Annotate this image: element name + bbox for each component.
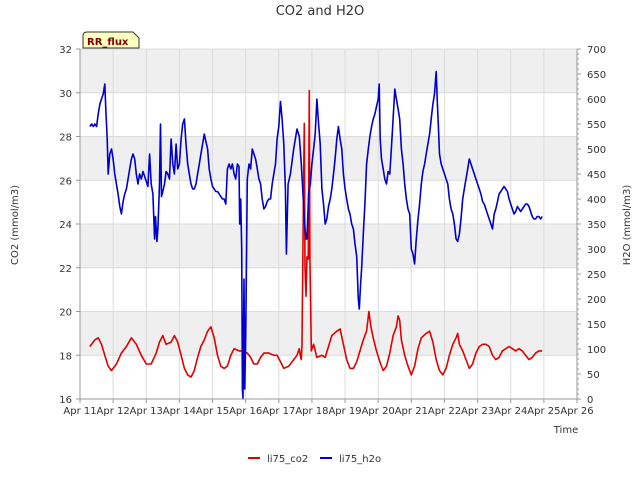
right-tick-label: 550 <box>587 120 606 131</box>
left-tick-label: 24 <box>59 220 72 231</box>
right-tick-label: 450 <box>587 170 606 181</box>
flux-badge-label: RR_flux <box>87 37 129 48</box>
x-tick-label: Apr 16 <box>229 406 262 417</box>
series-line-li75_co2 <box>89 89 543 378</box>
x-tick-label: Apr 20 <box>362 406 395 417</box>
x-tick-label: Apr 11 <box>63 406 96 417</box>
right-tick-label: 600 <box>587 95 606 106</box>
legend-label-li75_co2: li75_co2 <box>267 454 308 465</box>
x-tick-label: Apr 22 <box>428 406 461 417</box>
right-tick-label: 150 <box>587 320 606 331</box>
right-tick-label: 500 <box>587 145 606 156</box>
x-axis-title: Time <box>553 425 578 436</box>
left-tick-label: 28 <box>59 133 72 144</box>
x-tick-label: Apr 23 <box>461 406 494 417</box>
x-tick-label: Apr 18 <box>295 406 328 417</box>
right-tick-label: 0 <box>587 395 593 406</box>
x-tick-label: Apr 13 <box>130 406 163 417</box>
x-tick-label: Apr 15 <box>196 406 229 417</box>
left-tick-label: 18 <box>59 351 72 362</box>
left-tick-label: 20 <box>59 308 72 319</box>
left-tick-label: 16 <box>59 395 72 406</box>
x-tick-label: Apr 24 <box>494 406 527 417</box>
x-tick-label: Apr 14 <box>163 406 196 417</box>
plot-band <box>80 49 577 93</box>
plot-band <box>80 136 577 181</box>
right-tick-label: 200 <box>587 295 606 306</box>
series-lines <box>89 70 543 400</box>
plot-background <box>80 49 577 399</box>
right-tick-label: 350 <box>587 220 606 231</box>
right-tick-label: 650 <box>587 70 606 81</box>
legend: li75_co2 li75_h2o <box>248 454 381 465</box>
right-tick-label: 100 <box>587 345 606 356</box>
right-tick-label: 250 <box>587 270 606 281</box>
y-axis-title-right: H2O (mmol/m3) <box>622 185 633 266</box>
left-tick-label: 22 <box>59 264 72 275</box>
left-tick-label: 32 <box>59 45 72 56</box>
plot-band <box>80 92 577 137</box>
x-tick-label: Apr 19 <box>328 406 361 417</box>
right-tick-label: 700 <box>587 45 606 56</box>
right-tick-label: 300 <box>587 245 606 256</box>
grid-lines <box>79 48 578 400</box>
legend-label-li75_h2o: li75_h2o <box>339 454 381 465</box>
plot-band <box>80 267 577 312</box>
chart-title: CO2 and H2O <box>276 4 365 19</box>
axes: 16 18 20 22 24 26 28 30 32 0 50 100 150 200 250 300 350 4… <box>59 45 606 417</box>
x-tick-label: Apr 26 <box>560 406 593 417</box>
x-tick-label: Apr 21 <box>395 406 428 417</box>
plot-band <box>80 224 577 268</box>
series-line-li75_h2o <box>89 70 543 400</box>
plot-band <box>80 355 577 399</box>
right-tick-label: 400 <box>587 195 606 206</box>
left-tick-label: 26 <box>59 176 72 187</box>
left-tick-label: 30 <box>59 89 72 100</box>
flux-badge-box <box>82 31 140 49</box>
y-axis-title-left: CO2 (mmol/m3) <box>10 185 21 265</box>
x-tick-label: Apr 17 <box>262 406 295 417</box>
right-tick-label: 50 <box>587 370 600 381</box>
x-tick-label: Apr 25 <box>527 406 560 417</box>
flux-badge: RR_flux <box>82 31 140 49</box>
x-tick-label: Apr 12 <box>97 406 130 417</box>
